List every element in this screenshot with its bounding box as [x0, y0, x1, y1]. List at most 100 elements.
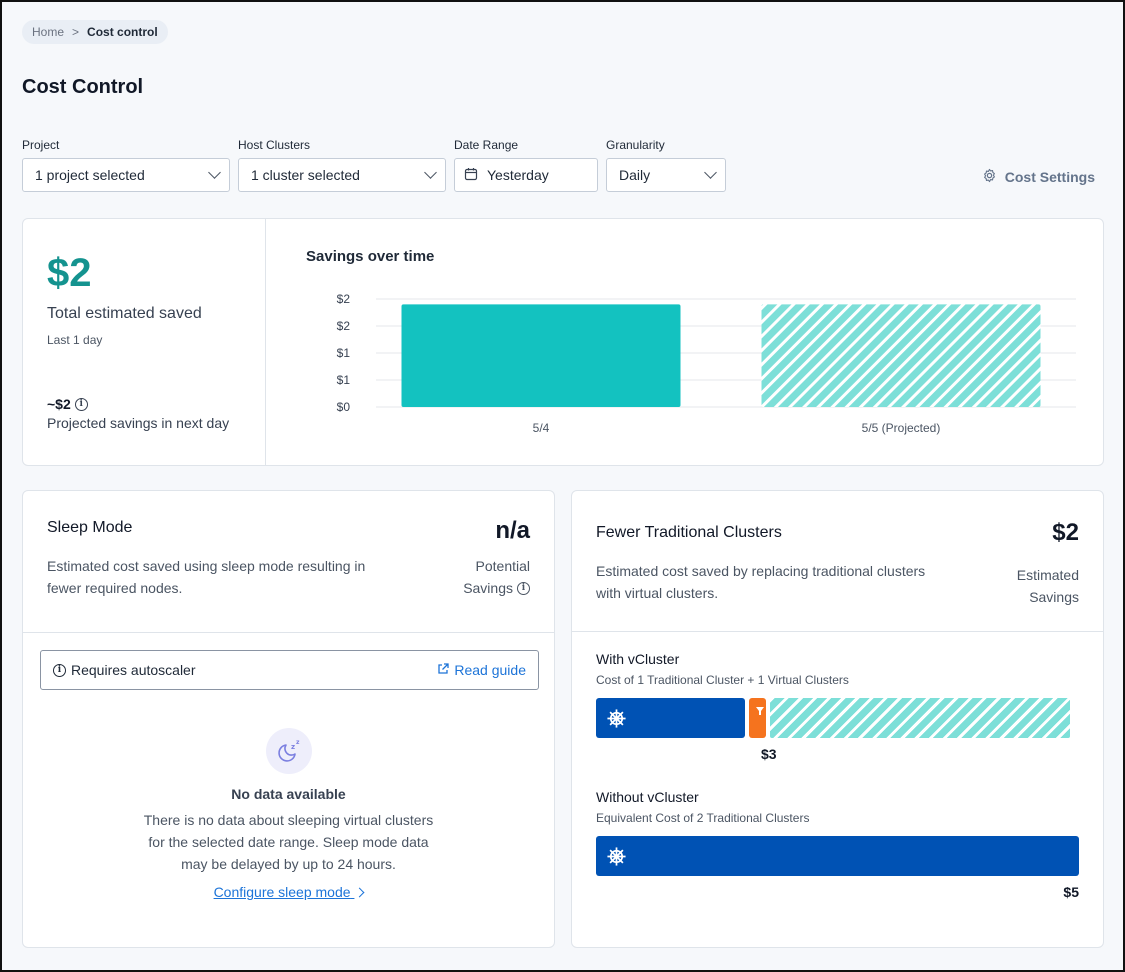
sleep-mode-description-line: Estimated cost saved using sleep mode re…	[47, 558, 366, 574]
autoscaler-notice: i Requires autoscaler Read guide	[40, 650, 539, 690]
sleep-mode-card: Sleep Mode n/a Estimated cost saved usin…	[22, 490, 555, 948]
divider	[23, 632, 554, 633]
date-range-picker[interactable]: Yesterday	[454, 158, 598, 192]
sleep-mode-metric: n/a	[495, 517, 530, 544]
page-title: Cost Control	[22, 76, 144, 98]
sleep-mode-metric-label-row: Savings i	[463, 577, 530, 599]
kubernetes-icon	[607, 847, 626, 866]
y-tick-label: $0	[337, 400, 351, 414]
granularity-select-value: Daily	[619, 167, 651, 183]
project-select-value: 1 project selected	[35, 167, 145, 183]
breadcrumb: Home > Cost control	[22, 20, 168, 44]
with-vcluster-subtitle: Cost of 1 Traditional Cluster + 1 Virtua…	[596, 673, 849, 687]
y-tick-label: $1	[337, 373, 351, 387]
without-vcluster-title: Without vCluster	[596, 789, 699, 805]
vcluster-icon	[756, 707, 764, 715]
external-link-icon	[437, 662, 450, 678]
project-select[interactable]: 1 project selected	[22, 158, 230, 192]
read-guide-link[interactable]: Read guide	[437, 662, 526, 678]
traditional-clusters-metric: $2	[1052, 519, 1079, 546]
y-tick-label: $1	[337, 346, 351, 360]
empty-state-description-line: for the selected date range. Sleep mode …	[148, 834, 429, 850]
date-range-value: Yesterday	[487, 167, 549, 183]
cost-settings-label: Cost Settings	[1004, 169, 1095, 185]
host-clusters-filter-label: Host Clusters	[238, 138, 311, 152]
chevron-right-icon	[354, 887, 365, 898]
with-vcluster-bar	[596, 698, 1070, 738]
configure-sleep-mode-link[interactable]: Configure sleep mode	[23, 884, 554, 900]
y-tick-label: $2	[337, 292, 351, 306]
traditional-clusters-description: Estimated cost saved by replacing tradit…	[596, 560, 925, 604]
project-filter: Project 1 project selected	[22, 138, 230, 192]
traditional-clusters-metric-label-line: Savings	[1029, 589, 1079, 605]
breadcrumb-current: Cost control	[87, 25, 158, 39]
granularity-filter: Granularity Daily	[606, 138, 726, 192]
projected-savings-label: Projected savings in next day	[47, 415, 230, 431]
x-tick-label: 5/5 (Projected)	[862, 421, 941, 435]
info-icon[interactable]: i	[517, 581, 530, 595]
without-vcluster-subtitle: Equivalent Cost of 2 Traditional Cluster…	[596, 811, 810, 825]
savings-chart: $2 $2 $1 $1 $0 5/4 5/5 (Projected)	[337, 292, 1076, 435]
traditional-clusters-description-line: Estimated cost saved by replacing tradit…	[596, 563, 926, 579]
read-guide-label: Read guide	[454, 662, 526, 678]
info-icon[interactable]: i	[74, 397, 88, 411]
total-saved-value: $2	[47, 251, 92, 295]
date-range-filter-label: Date Range	[454, 138, 519, 152]
with-vcluster-title: With vCluster	[596, 651, 680, 667]
chart-bar-projected[interactable]	[761, 304, 1041, 407]
breadcrumb-separator: >	[72, 25, 80, 39]
kubernetes-icon	[607, 709, 626, 728]
info-icon: i	[53, 663, 66, 677]
sleep-mode-description-line: fewer required nodes.	[47, 580, 183, 596]
cost-settings-button[interactable]: Cost Settings	[982, 168, 1095, 186]
empty-state-description-line: There is no data about sleeping virtual …	[143, 812, 434, 828]
granularity-select[interactable]: Daily	[606, 158, 726, 192]
savings-hatched-segment	[770, 698, 1070, 738]
configure-sleep-mode-label: Configure sleep mode	[213, 884, 351, 900]
host-clusters-select[interactable]: 1 cluster selected	[238, 158, 446, 192]
chevron-down-icon	[424, 166, 437, 179]
chevron-down-icon	[208, 166, 221, 179]
total-saved-label: Total estimated saved	[47, 305, 202, 322]
traditional-clusters-card: Fewer Traditional Clusters $2 Estimated …	[571, 490, 1104, 948]
empty-state-description: There is no data about sleeping virtual …	[23, 809, 554, 875]
breadcrumb-home[interactable]: Home	[32, 25, 65, 39]
sleep-mode-metric-label: Potential Savings i	[463, 555, 530, 599]
chart-title: Savings over time	[306, 248, 435, 265]
calendar-icon	[464, 167, 478, 184]
projected-value-text: ~$2	[47, 396, 71, 412]
host-clusters-filter: Host Clusters 1 cluster selected	[238, 138, 446, 192]
period-label: Last 1 day	[47, 333, 103, 347]
vcluster-segment[interactable]	[749, 698, 766, 738]
gear-icon	[982, 168, 997, 186]
x-tick-label: 5/4	[533, 421, 550, 435]
y-tick-label: $2	[337, 319, 351, 333]
sleep-mode-title: Sleep Mode	[47, 519, 133, 536]
traditional-cluster-segment[interactable]	[596, 698, 745, 738]
autoscaler-notice-text: i Requires autoscaler	[53, 662, 196, 678]
traditional-clusters-segment[interactable]	[596, 836, 1079, 876]
sleep-moon-icon: z z	[266, 728, 312, 774]
divider	[572, 631, 1103, 632]
with-vcluster-cost: $3	[761, 746, 777, 762]
sleep-mode-metric-label-line: Potential	[475, 558, 530, 574]
projected-savings-value: ~$2 i	[47, 396, 88, 412]
without-vcluster-cost: $5	[1063, 884, 1079, 900]
granularity-filter-label: Granularity	[606, 138, 665, 152]
traditional-clusters-metric-label-line: Estimated	[1016, 567, 1079, 583]
autoscaler-label: Requires autoscaler	[71, 662, 196, 678]
total-savings-panel: $2 Total estimated saved Last 1 day ~$2 …	[23, 219, 266, 465]
host-clusters-select-value: 1 cluster selected	[251, 167, 360, 183]
chart-bar[interactable]	[401, 304, 681, 407]
svg-text:z: z	[296, 739, 300, 746]
project-filter-label: Project	[22, 138, 60, 152]
empty-state-title: No data available	[231, 786, 346, 802]
chevron-down-icon	[704, 166, 717, 179]
without-vcluster-bar	[596, 836, 1079, 876]
traditional-clusters-description-line: with virtual clusters.	[596, 585, 719, 601]
sleep-mode-description: Estimated cost saved using sleep mode re…	[47, 555, 365, 599]
traditional-clusters-title: Fewer Traditional Clusters	[596, 524, 782, 541]
svg-text:z: z	[291, 743, 295, 751]
date-range-filter: Date Range Yesterday	[454, 138, 598, 192]
traditional-clusters-metric-label: Estimated Savings	[1017, 564, 1079, 608]
